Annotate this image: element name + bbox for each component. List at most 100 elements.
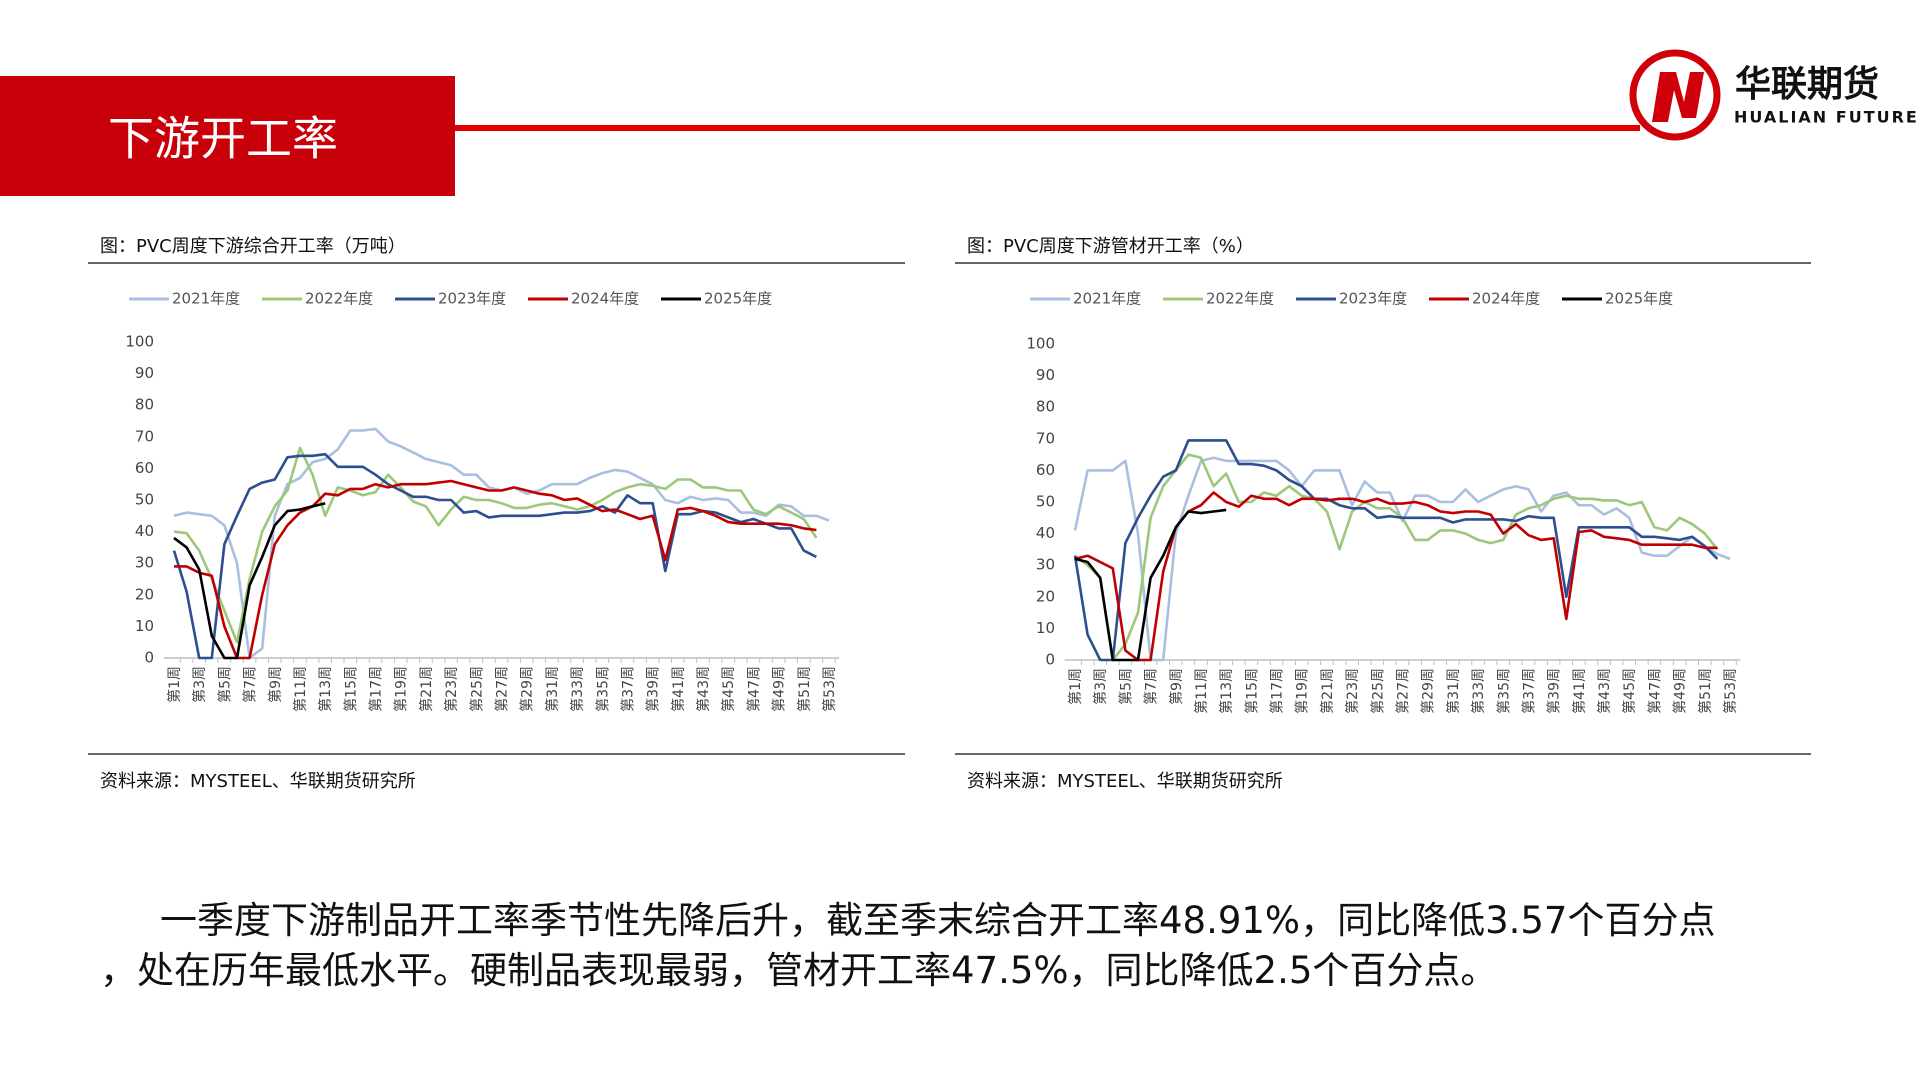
y-tick-label: 50 [1036,493,1055,511]
chart-source: 资料来源：MYSTEEL、华联期货研究所 [967,771,1283,792]
x-tick-label: 第45周 [720,666,737,712]
series-line [1073,456,1731,662]
y-tick-label: 90 [1036,366,1055,384]
legend-label: 2024年度 [571,290,639,308]
legend-label: 2021年度 [1073,290,1141,308]
x-tick-label: 第1周 [1067,668,1084,705]
chart-source: 资料来源：MYSTEEL、华联期货研究所 [100,771,416,792]
x-tick-label: 第15周 [1243,668,1260,714]
paragraph-line: ，处在历年最低水平。硬制品表现最弱，管材开工率47.5%，同比降低2.5个百分点… [100,949,1498,992]
x-tick-label: 第7周 [242,666,259,703]
x-tick-label: 第13周 [317,666,334,712]
x-tick-label: 第19周 [1294,668,1311,714]
header-rule [455,125,1640,131]
x-tick-label: 第41周 [1571,668,1588,714]
y-tick-label: 60 [1036,461,1055,479]
x-tick-label: 第47周 [745,666,762,712]
x-tick-label: 第17周 [368,666,385,712]
y-tick-label: 100 [1026,335,1055,353]
logo-ring [1629,49,1721,141]
x-tick-label: 第51周 [1697,668,1714,714]
chart-title: 图：PVC周度下游综合开工率（万吨） [100,236,406,257]
series-line [1073,439,1719,662]
x-tick-label: 第5周 [1117,668,1134,705]
series-line [174,479,817,660]
x-tick-label: 第37周 [619,666,636,712]
x-tick-label: 第15周 [342,666,359,712]
x-tick-label: 第29周 [1420,668,1437,714]
x-tick-label: 第43周 [695,666,712,712]
x-tick-label: 第39周 [1546,668,1563,714]
y-tick-label: 80 [1036,398,1055,416]
x-tick-label: 第25周 [468,666,485,712]
y-tick-label: 70 [135,427,154,445]
x-tick-label: 第23周 [443,666,460,712]
x-tick-label: 第1周 [166,666,183,703]
series-line [1074,453,1719,662]
series-line [1074,508,1227,662]
x-tick-label: 第39周 [645,666,662,712]
x-tick-label: 第27周 [494,666,511,712]
x-tick-label: 第7周 [1143,668,1160,705]
x-tick-label: 第11周 [292,666,309,712]
x-tick-label: 第25周 [1369,668,1386,714]
x-tick-label: 第35周 [1495,668,1512,714]
y-tick-label: 10 [135,617,154,635]
y-tick-label: 30 [135,554,154,572]
y-tick-label: 0 [1045,651,1055,669]
legend-label: 2023年度 [438,290,506,308]
series-line [173,502,326,660]
legend-label: 2022年度 [1206,290,1274,308]
y-tick-label: 90 [135,364,154,382]
x-tick-label: 第51周 [796,666,813,712]
series-line [173,427,830,660]
x-tick-label: 第35周 [594,666,611,712]
y-tick-label: 60 [135,459,154,477]
x-tick-label: 第17周 [1269,668,1286,714]
logo: 华联期货 HUALIAN FUTURES [1629,49,1920,141]
y-tick-label: 40 [135,522,154,540]
x-tick-label: 第47周 [1646,668,1663,714]
legend-label: 2024年度 [1472,290,1540,308]
x-tick-label: 第31周 [544,666,561,712]
x-tick-label: 第33周 [1470,668,1487,714]
x-tick-label: 第49周 [771,666,788,712]
y-tick-label: 30 [1036,556,1055,574]
chart-title: 图：PVC周度下游管材开工率（%） [967,236,1254,257]
legend-label: 2025年度 [1605,290,1673,308]
x-tick-label: 第3周 [1092,668,1109,705]
x-tick-label: 第13周 [1218,668,1235,714]
x-tick-label: 第53周 [1722,668,1739,714]
x-tick-label: 第41周 [670,666,687,712]
x-tick-label: 第21周 [418,666,435,712]
x-tick-label: 第11周 [1193,668,1210,714]
x-tick-label: 第9周 [1168,668,1185,705]
y-tick-label: 10 [1036,619,1055,637]
y-tick-label: 100 [125,333,154,351]
y-tick-label: 70 [1036,429,1055,447]
logo-subname: HUALIAN FUTURES [1734,108,1920,127]
x-tick-label: 第19周 [393,666,410,712]
y-tick-label: 50 [135,491,154,509]
series-line [172,452,817,660]
y-tick-label: 20 [135,585,154,603]
x-tick-label: 第45周 [1621,668,1638,714]
y-tick-label: 80 [135,396,154,414]
logo-mark [1652,72,1704,122]
x-tick-label: 第53周 [821,666,838,712]
y-tick-label: 40 [1036,524,1055,542]
x-tick-label: 第29周 [519,666,536,712]
x-tick-label: 第43周 [1596,668,1613,714]
x-tick-label: 第37周 [1520,668,1537,714]
legend-label: 2022年度 [305,290,373,308]
series-line [173,446,818,644]
x-tick-label: 第21周 [1319,668,1336,714]
logo-name: 华联期货 [1735,64,1879,105]
legend-label: 2025年度 [704,290,772,308]
x-tick-label: 第3周 [191,666,208,703]
x-tick-label: 第27周 [1395,668,1412,714]
x-tick-label: 第49周 [1672,668,1689,714]
legend-label: 2021年度 [172,290,240,308]
y-tick-label: 20 [1036,587,1055,605]
